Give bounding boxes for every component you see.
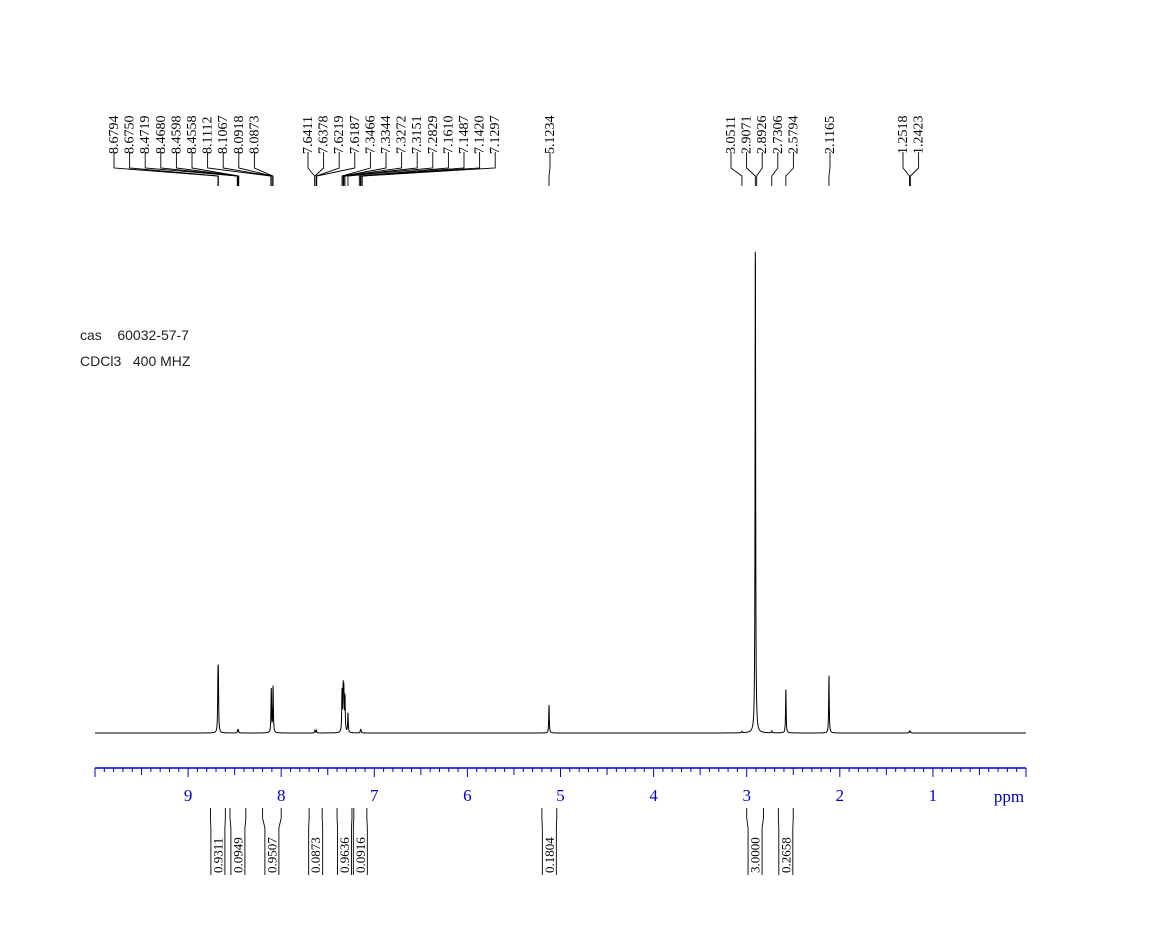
integral-value-label: 0.9636 [337, 837, 352, 873]
peak-label-connector [358, 152, 449, 186]
integral-layer: 0.9311 0.0949 0.9507 0.0873 0.9636 0.0916 0.18… [209, 808, 794, 875]
x-tick-label: 4 [649, 786, 658, 805]
integral-bracket [308, 808, 324, 875]
peak-label-connector [756, 152, 763, 186]
peak-label: 7.3466 [363, 116, 378, 155]
integral-value-label: 0.0916 [353, 837, 368, 873]
peak-label-connector [785, 152, 794, 186]
peak-label-connector [361, 152, 496, 186]
peak-label: 7.6187 [348, 116, 363, 155]
peak-label-connector [160, 152, 239, 186]
peak-label: 8.4558 [185, 116, 200, 155]
peak-label: 8.4680 [154, 116, 169, 155]
peak-label-connector [307, 152, 316, 186]
peak-label-connector [341, 152, 371, 186]
integral-bracket [777, 808, 794, 875]
integral-bracket [262, 808, 282, 875]
peak-label-connector [314, 152, 325, 186]
integral-value-label: 0.0873 [308, 837, 323, 873]
integral-value-label: 0.0949 [230, 837, 245, 873]
peak-label: 7.3151 [410, 116, 425, 155]
peak-label-connector [360, 152, 481, 186]
peak-label: 1.2518 [896, 116, 911, 155]
peak-label: 3.0511 [724, 116, 739, 154]
peak-label-connector [342, 152, 387, 186]
x-tick-label: 2 [836, 786, 845, 805]
peak-label: 2.9071 [740, 116, 755, 155]
peak-label: 1.2423 [912, 116, 927, 155]
peak-label: 7.6411 [301, 116, 316, 154]
peak-label-connector [315, 152, 340, 186]
peak-label-connector [360, 152, 465, 186]
x-tick-label: 5 [556, 786, 565, 805]
peak-label-layer: 8.6794 8.6750 8.4719 8.4680 8.4598 8.4558 8.11… [107, 115, 927, 186]
peak-label: 2.8926 [755, 116, 770, 155]
peak-label-connector [343, 152, 403, 186]
integral-bracket [352, 808, 368, 875]
peak-label: 7.1610 [441, 116, 456, 155]
x-tick-label: 8 [277, 786, 286, 805]
peak-label: 2.7306 [771, 116, 786, 155]
peak-label: 8.1112 [201, 117, 216, 154]
peak-label: 8.0918 [232, 116, 247, 154]
peak-label: 7.1487 [457, 116, 472, 155]
peak-label: 8.6794 [107, 116, 122, 155]
peak-label: 8.1067 [216, 115, 231, 154]
peak-label-connector [222, 152, 272, 186]
integral-value-label: 0.2658 [778, 837, 793, 873]
integral-value-label: 3.0000 [748, 837, 763, 873]
peak-label: 2.5794 [786, 116, 801, 155]
integral-value-label: 0.1804 [542, 837, 557, 873]
peak-label-connector [909, 152, 920, 186]
integral-bracket [209, 808, 226, 875]
peak-label: 8.0873 [247, 116, 262, 155]
integral-bracket [541, 808, 558, 875]
integral-value-label: 0.9507 [264, 837, 279, 873]
peak-label: 7.3344 [379, 116, 394, 155]
peak-label-connector [828, 152, 831, 186]
integral-bracket [336, 808, 353, 875]
peak-label: 2.1165 [823, 116, 838, 154]
peak-label-connector [548, 152, 551, 186]
peak-label: 7.3272 [395, 116, 410, 155]
peak-label-connector [316, 152, 356, 186]
peak-label-connector [344, 152, 418, 186]
peak-label-connector [191, 152, 240, 186]
peak-label: 7.2829 [426, 116, 441, 155]
x-tick-label: 1 [929, 786, 938, 805]
peak-label: 8.6750 [123, 116, 138, 155]
peak-label-connector [129, 152, 219, 186]
peak-label-connector [253, 152, 274, 186]
peak-label-connector [902, 152, 910, 186]
spectrum-trace [95, 251, 1026, 734]
peak-label-connector [771, 152, 779, 186]
integral-value-label: 0.9311 [210, 838, 225, 873]
integral-bracket [229, 808, 247, 875]
x-tick-label: 7 [370, 786, 379, 805]
peak-label: 7.1420 [473, 116, 488, 154]
peak-label-connector [730, 152, 743, 186]
peak-label: 8.4719 [138, 116, 153, 155]
x-tick-label: 3 [742, 786, 751, 805]
peak-label: 7.1297 [488, 116, 503, 155]
peak-label: 7.6219 [332, 116, 347, 155]
x-tick-label: 9 [184, 786, 193, 805]
integral-bracket [746, 808, 764, 875]
peak-label: 7.6378 [317, 116, 332, 155]
ppm-axis: 9 8 7 6 5 4 3 2 1 ppm [94, 767, 1027, 806]
sample-solvent-label: CDCl3 400 MHZ [80, 353, 191, 369]
x-axis-unit-label: ppm [994, 787, 1024, 806]
peak-label-connector [746, 152, 756, 186]
x-tick-label: 6 [463, 786, 472, 805]
peak-label: 5.1234 [543, 116, 558, 155]
sample-cas-label: cas 60032-57-7 [80, 327, 189, 343]
peak-label-connector [347, 152, 434, 186]
peak-label: 8.4598 [169, 116, 184, 155]
